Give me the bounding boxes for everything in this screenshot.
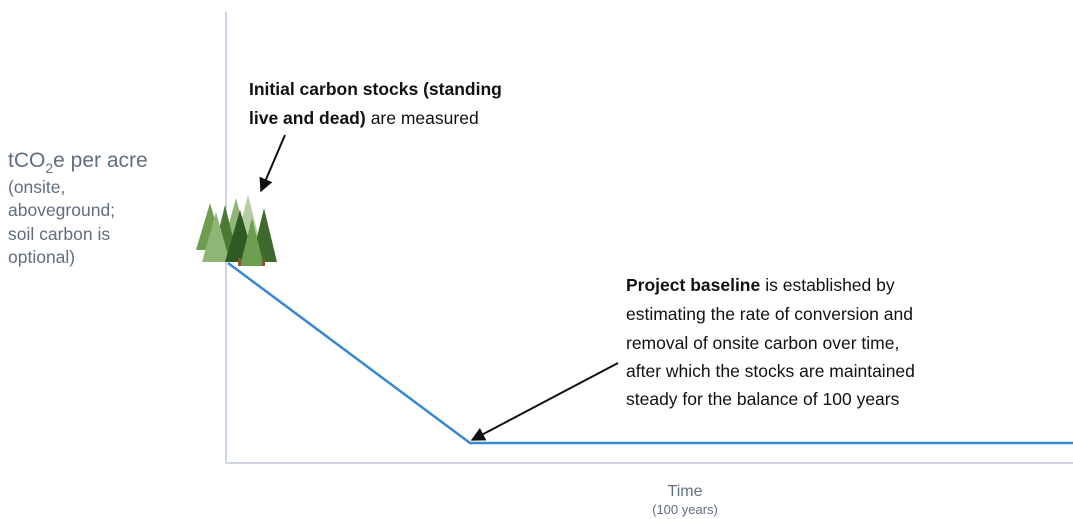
- annotation-text: are measured: [371, 108, 479, 128]
- annotation-text: is established by: [765, 275, 895, 295]
- annotation-bold: live and dead): [249, 108, 366, 128]
- y-note: aboveground;: [8, 200, 115, 220]
- y-note: (onsite,: [8, 177, 65, 197]
- annotation-bold: Initial carbon stocks (standing: [249, 79, 502, 99]
- annotation: Project baseline is established by: [626, 275, 895, 295]
- annotation: live and dead) are measured: [249, 108, 479, 128]
- y-label-end: e per acre: [53, 149, 148, 172]
- arrow: [259, 134, 286, 193]
- baseline-line: [227, 261, 1073, 445]
- y-note: optional): [8, 247, 75, 267]
- annotation-text: removal of onsite carbon over time,: [626, 333, 899, 353]
- x-axis-label: Time: [668, 483, 703, 500]
- annotation-text: estimating the rate of conversion and: [626, 304, 913, 324]
- y-axis-label: tCO2e per acre: [8, 149, 148, 176]
- y-label-main: tCO: [8, 149, 45, 172]
- annotation-text: after which the stocks are maintained: [626, 361, 915, 381]
- trees: [196, 195, 277, 266]
- arrow: [470, 362, 619, 441]
- y-note: soil carbon is: [8, 224, 110, 244]
- annotation-bold: Project baseline: [626, 275, 760, 295]
- y-label-sub: 2: [45, 160, 53, 176]
- annotation-text: steady for the balance of 100 years: [626, 389, 900, 409]
- x-axis-note: (100 years): [652, 502, 718, 517]
